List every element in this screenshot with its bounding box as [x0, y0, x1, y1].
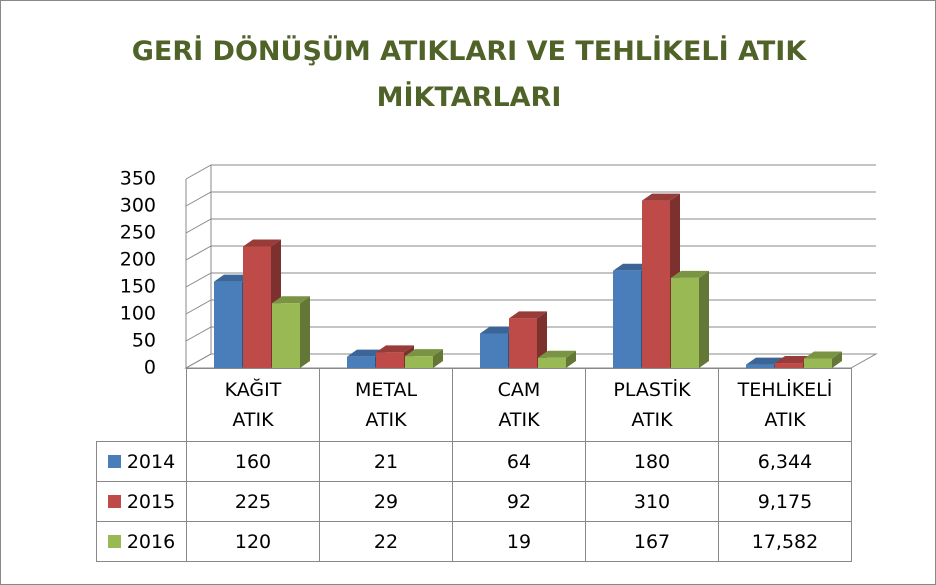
bar-top	[272, 296, 310, 304]
bar	[243, 246, 271, 368]
legend-swatch	[107, 454, 121, 468]
value-cell: 17,582	[718, 521, 852, 562]
grid-line	[185, 218, 876, 234]
category-cell: CAM ATIK	[452, 368, 586, 442]
bar-side	[699, 270, 709, 368]
value-cell: 180	[585, 441, 719, 482]
bar	[671, 277, 699, 368]
legend-cell: 2016	[96, 521, 187, 562]
bar-top	[613, 263, 651, 271]
bar-top	[746, 357, 784, 365]
bar	[214, 281, 242, 368]
bar	[272, 303, 300, 368]
grid-line	[185, 245, 876, 261]
bar	[480, 333, 508, 368]
value-cell: 120	[186, 521, 320, 562]
bar-top	[405, 349, 443, 357]
bar-side	[832, 351, 842, 368]
value-cell: 29	[319, 481, 453, 522]
bar-top	[480, 326, 518, 334]
value-cell: 21	[319, 441, 453, 482]
x-tick-label: CAM ATIK	[497, 379, 541, 431]
bar	[376, 352, 404, 368]
value-cell: 64	[452, 441, 586, 482]
bar	[538, 357, 566, 368]
bar-top	[509, 311, 547, 319]
value-cell: 310	[585, 481, 719, 522]
bar	[642, 200, 670, 368]
x-tick-label: PLASTİK ATIK	[613, 379, 691, 431]
bar-top	[214, 274, 252, 282]
value-cell: 160	[186, 441, 320, 482]
category-cell: TEHLİKELİ ATIK	[718, 368, 852, 442]
value-cell: 225	[186, 481, 320, 522]
bar-top	[642, 193, 680, 201]
value-cell: 92	[452, 481, 586, 522]
bar	[804, 358, 832, 368]
bar-top	[804, 351, 842, 359]
value-cell: 9,175	[718, 481, 852, 522]
bar-top	[347, 349, 385, 357]
legend-label: 2014	[126, 450, 176, 473]
grid-line	[185, 272, 876, 288]
x-tick-label: METAL ATIK	[354, 379, 418, 431]
bar	[775, 363, 803, 368]
value-cell: 6,344	[718, 441, 852, 482]
grid-line	[185, 164, 876, 180]
bar	[746, 364, 774, 368]
y-tick-label: 300	[120, 195, 156, 217]
legend-entry: 2014	[107, 447, 176, 477]
legend-cell: 2014	[96, 441, 187, 482]
value-cell: 19	[452, 521, 586, 562]
legend-swatch	[107, 494, 121, 508]
bar	[613, 270, 641, 368]
bar-side	[433, 349, 443, 368]
y-tick-label: 150	[120, 276, 156, 298]
bar-top	[243, 239, 281, 247]
category-cell: METAL ATIK	[319, 368, 453, 442]
bar	[509, 318, 537, 368]
y-tick-label: 350	[120, 168, 156, 190]
x-tick-label: TEHLİKELİ ATIK	[737, 379, 833, 431]
legend-label: 2015	[126, 490, 176, 513]
value-cell: 22	[319, 521, 453, 562]
bar	[347, 356, 375, 368]
y-tick-label: 250	[120, 222, 156, 244]
bar	[405, 356, 433, 368]
bar-side	[300, 296, 310, 368]
grid-line	[185, 191, 876, 207]
category-cell: KAĞIT ATIK	[186, 368, 320, 442]
bar-side	[566, 350, 576, 368]
bar-top	[376, 345, 414, 353]
bar-top	[538, 350, 576, 358]
category-cell: PLASTİK ATIK	[585, 368, 719, 442]
legend-label: 2016	[126, 530, 176, 553]
y-tick-label: 200	[120, 249, 156, 271]
y-tick-label: 0	[144, 357, 156, 379]
legend-entry: 2015	[107, 487, 176, 517]
bar-top	[775, 356, 813, 364]
y-tick-label: 50	[132, 330, 156, 352]
value-cell: 167	[585, 521, 719, 562]
bar-top	[671, 270, 709, 278]
chart-title: GERİ DÖNÜŞÜM ATIKLARI VE TEHLİKELİ ATIK …	[131, 36, 807, 113]
legend-swatch	[107, 534, 121, 548]
legend-cell: 2015	[96, 481, 187, 522]
y-tick-label: 100	[120, 303, 156, 325]
legend-entry: 2016	[107, 527, 176, 557]
x-tick-label: KAĞIT ATIK	[224, 379, 282, 431]
